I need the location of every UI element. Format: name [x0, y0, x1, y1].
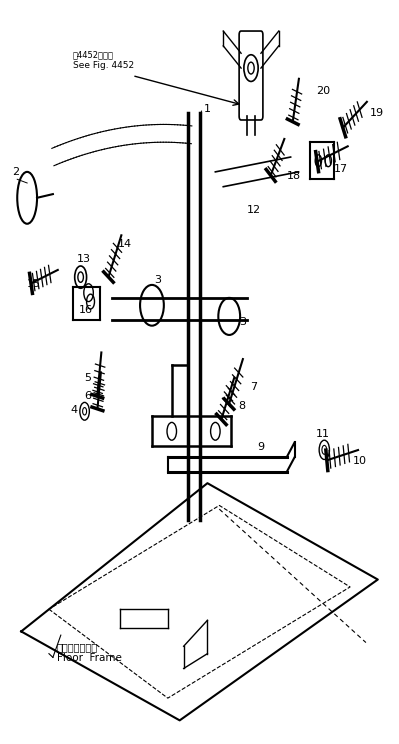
Text: 5: 5 — [85, 373, 92, 383]
Text: 20: 20 — [316, 86, 330, 96]
Text: 16: 16 — [79, 305, 93, 315]
Text: 19: 19 — [370, 109, 384, 118]
Text: 12: 12 — [247, 205, 261, 214]
Text: 3: 3 — [154, 275, 161, 285]
Text: 1: 1 — [204, 104, 211, 114]
Text: 7: 7 — [250, 382, 257, 392]
Text: 11: 11 — [316, 429, 330, 439]
Text: 第4452図参照: 第4452図参照 — [73, 50, 114, 59]
Text: 18: 18 — [286, 171, 301, 182]
Text: 10: 10 — [353, 456, 367, 466]
Text: 13: 13 — [77, 254, 91, 264]
Text: 4: 4 — [71, 405, 78, 414]
Text: 14: 14 — [118, 240, 132, 249]
Text: 2: 2 — [12, 167, 19, 177]
Text: 17: 17 — [334, 164, 348, 174]
Text: Floor  Frame: Floor Frame — [57, 653, 122, 663]
Text: 6: 6 — [85, 391, 92, 401]
Text: 9: 9 — [257, 442, 264, 452]
Text: See Fig. 4452: See Fig. 4452 — [73, 61, 134, 70]
Text: 8: 8 — [238, 401, 245, 411]
Text: 3: 3 — [239, 317, 246, 327]
Text: フロアフレーム: フロアフレーム — [57, 642, 98, 652]
Text: 15: 15 — [27, 279, 41, 289]
